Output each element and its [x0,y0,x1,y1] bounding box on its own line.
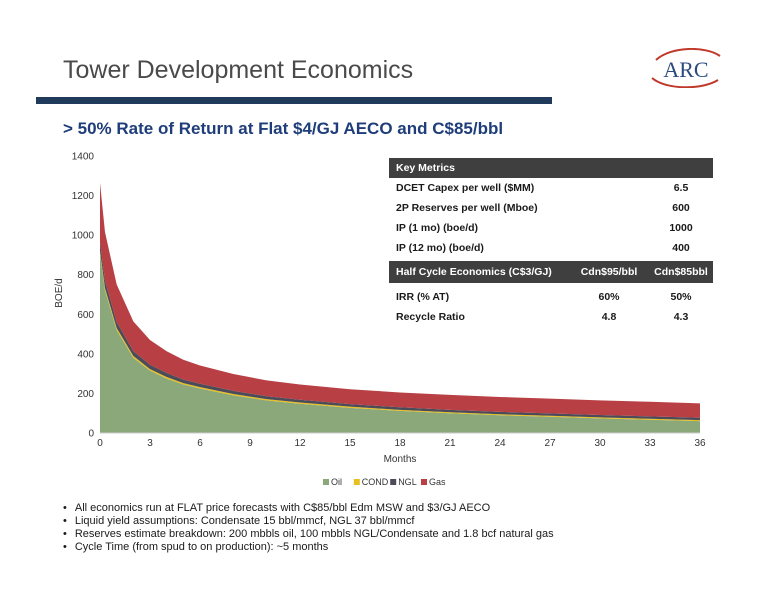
legend-swatch-cond [353,479,360,485]
x-tick-label: 18 [394,438,406,449]
arc-logo: ARC [651,48,721,88]
legend-label-gas: Gas [429,477,446,487]
x-tick-label: 36 [694,438,706,449]
y-axis-ticks: 0 200 400 600 800 1000 1200 1400 [72,152,95,440]
metric-label: IP (12 mo) (boe/d) [396,242,484,254]
area-oil [100,253,700,433]
metric-label: 2P Reserves per well (Mboe) [396,202,538,214]
y-tick-label: 1200 [72,191,95,202]
x-tick-label: 24 [494,438,506,449]
x-axis-ticks: 0 3 6 9 12 15 18 21 24 27 30 33 36 [97,438,706,449]
title-rule [36,97,552,104]
legend-swatch-oil [323,479,329,485]
value-95: 60% [598,291,620,303]
price-case-85: Cdn$85bbl [654,266,708,278]
x-tick-label: 21 [444,438,456,449]
notes-list: All economics run at FLAT price forecast… [63,502,554,554]
x-tick-label: 0 [97,438,103,449]
half-cycle-label: Half Cycle Economics (C$3/GJ) [396,266,552,278]
x-tick-label: 3 [147,438,153,449]
x-tick-label: 30 [594,438,606,449]
y-tick-label: 200 [77,389,94,400]
y-axis-label: BOE/d [54,278,65,307]
y-tick-label: 600 [77,310,94,321]
legend-swatch-gas [421,479,427,485]
metric-row: IP (1 mo) (boe/d) 1000 [389,218,713,238]
slide-title: Tower Development Economics [63,56,414,84]
value-95: 4.8 [601,311,617,323]
legend-swatch-ngl [390,479,397,485]
legend-label-ngl: NGL [398,477,417,487]
half-cycle-row: IRR (% AT) 60% 50% [389,287,713,307]
metric-row: 2P Reserves per well (Mboe) 600 [389,198,713,218]
note-item: Liquid yield assumptions: Condensate 15 … [63,515,554,528]
metric-label: IP (1 mo) (boe/d) [396,222,479,234]
price-case-95: Cdn$95/bbl [580,266,638,278]
x-tick-label: 12 [294,438,306,449]
value-85: 4.3 [673,311,689,323]
legend-label-oil: Oil [331,477,342,487]
note-item: Reserves estimate breakdown: 200 mbbls o… [63,528,554,541]
half-cycle-row: Recycle Ratio 4.8 4.3 [389,307,713,327]
metric-label: DCET Capex per well ($MM) [396,182,535,194]
logo-text: ARC [663,57,708,82]
metric-row: IP (12 mo) (boe/d) 400 [389,238,713,258]
half-cycle-header: Half Cycle Economics (C$3/GJ) Cdn$95/bbl… [389,261,713,283]
note-item: All economics run at FLAT price forecast… [63,502,554,515]
x-tick-label: 15 [344,438,356,449]
metric-value: 400 [672,242,690,254]
metric-value: 1000 [669,222,693,234]
x-tick-label: 33 [644,438,656,449]
half-cycle-metric: Recycle Ratio [396,311,465,323]
y-tick-label: 0 [88,429,94,440]
y-tick-label: 800 [77,270,94,281]
y-tick-label: 1000 [72,231,95,242]
x-axis-label: Months [384,454,417,465]
metric-value: 600 [672,202,690,214]
key-metrics-header: Key Metrics [389,158,713,178]
value-85: 50% [670,291,692,303]
note-item: Cycle Time (from spud to on production):… [63,541,554,554]
logo-swoosh-lower [651,77,719,88]
x-tick-label: 6 [197,438,203,449]
slide-subtitle: > 50% Rate of Return at Flat $4/GJ AECO … [63,119,504,138]
half-cycle-metric: IRR (% AT) [396,291,450,303]
metric-value: 6.5 [673,182,689,194]
key-metrics-table: Key Metrics DCET Capex per well ($MM) 6.… [389,158,713,327]
logo-swoosh [655,48,721,61]
y-tick-label: 400 [77,349,94,360]
x-tick-label: 27 [544,438,556,449]
chart-legend: Oil COND NGL Gas [323,477,446,487]
y-tick-label: 1400 [72,152,95,163]
legend-label-cond: COND [362,477,389,487]
x-tick-label: 9 [247,438,253,449]
metric-row: DCET Capex per well ($MM) 6.5 [389,178,713,198]
plot-areas [100,182,700,433]
